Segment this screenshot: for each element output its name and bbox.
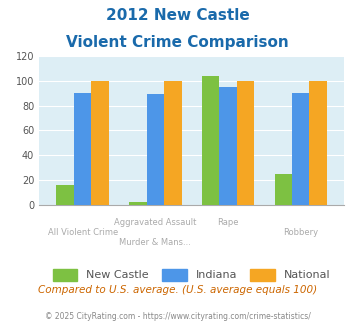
Text: Rape: Rape [217,218,239,227]
Bar [164,81,181,205]
Text: Violent Crime Comparison: Violent Crime Comparison [66,35,289,50]
Bar [202,76,219,205]
Text: Murder & Mans...: Murder & Mans... [119,238,191,247]
Bar [237,81,254,205]
Bar [91,81,109,205]
Text: Robbery: Robbery [283,228,318,237]
Bar [310,81,327,205]
Text: Compared to U.S. average. (U.S. average equals 100): Compared to U.S. average. (U.S. average … [38,285,317,295]
Bar [147,94,164,205]
Bar [129,202,147,205]
Text: © 2025 CityRating.com - https://www.cityrating.com/crime-statistics/: © 2025 CityRating.com - https://www.city… [45,312,310,321]
Text: 2012 New Castle: 2012 New Castle [106,8,249,23]
Bar [74,93,91,205]
Bar [56,185,74,205]
Text: All Violent Crime: All Violent Crime [48,228,118,237]
Text: Aggravated Assault: Aggravated Assault [114,218,197,227]
Bar [292,93,310,205]
Bar [274,174,292,205]
Bar [219,87,237,205]
Legend: New Castle, Indiana, National: New Castle, Indiana, National [49,264,335,285]
